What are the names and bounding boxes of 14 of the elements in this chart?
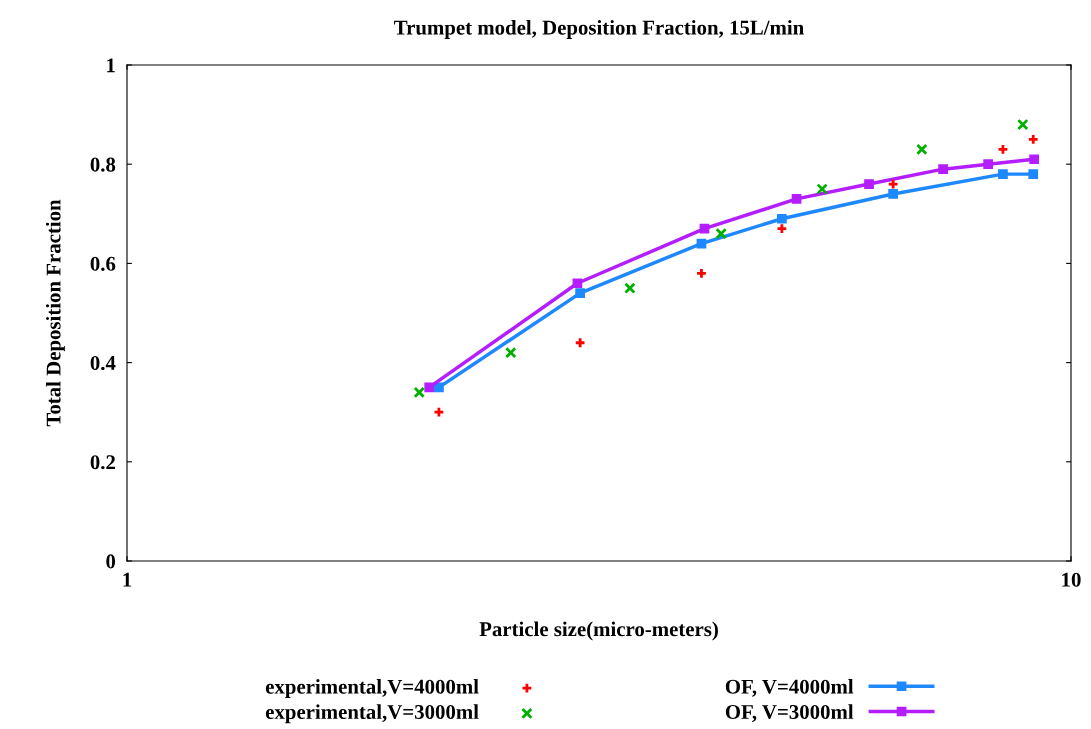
y-tick-label: 1 [107,58,115,73]
x-axis-title: Particle size(micro-meters) [479,621,718,641]
legend-label: OF, V=4000ml [725,679,854,697]
chart-title: Trumpet model, Deposition Fraction, 15L/min [394,19,804,39]
legend-label: experimental,V=4000ml [265,679,479,698]
y-tick-label: 0.4 [90,355,116,371]
y-tick-label: 0.8 [90,157,116,172]
y-axis-title: Total Deposition Fraction [45,199,65,427]
legend-label: OF, V=3000ml [725,704,854,723]
y-tick-label: 0 [106,554,116,569]
x-tick-label: 10 [1062,572,1081,587]
y-tick-label: 0.2 [90,455,115,470]
y-tick-label: 0.6 [90,256,116,271]
legend-label: experimental,V=3000ml [265,704,479,724]
